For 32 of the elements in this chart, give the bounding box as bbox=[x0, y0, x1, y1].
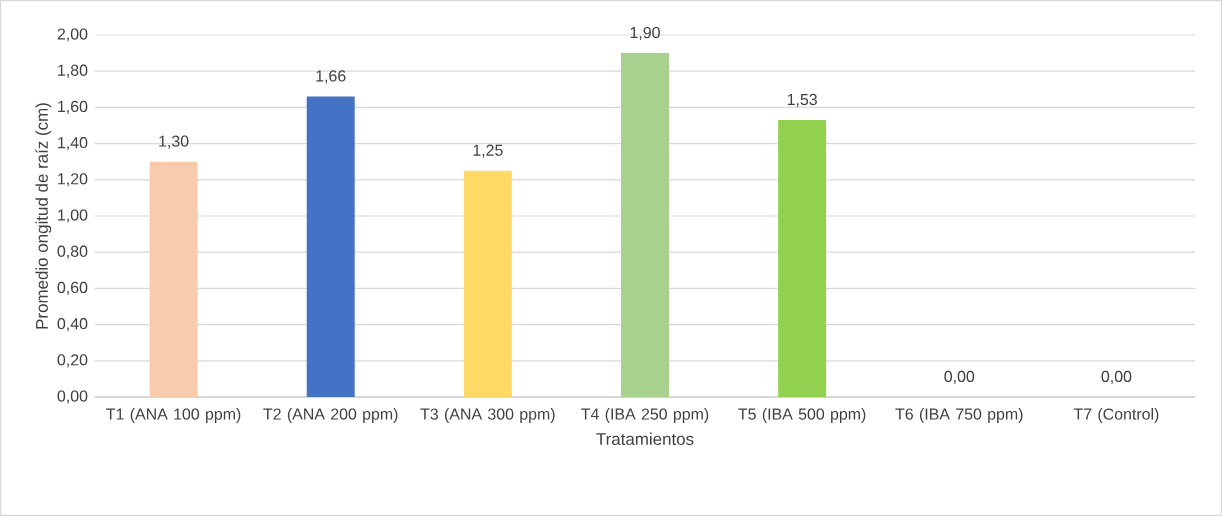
y-tick-label: 0,40 bbox=[57, 318, 88, 332]
data-label: 1,30 bbox=[159, 135, 189, 149]
data-label: 1,66 bbox=[316, 70, 346, 84]
y-tick-label: 1,40 bbox=[58, 137, 88, 151]
y-tick-label: 1,80 bbox=[58, 64, 88, 78]
y-axis-title: Promedio ongitud de raíz (cm) bbox=[35, 103, 52, 329]
x-tick-label: T7 (Control) bbox=[1073, 408, 1159, 423]
x-tick-label: T1 (ANA 100 ppm) bbox=[106, 408, 241, 423]
y-tick-label: 0,20 bbox=[57, 354, 88, 368]
bar bbox=[778, 120, 827, 397]
y-tick-label: 1,20 bbox=[58, 173, 88, 187]
bar bbox=[621, 53, 669, 397]
y-tick-label: 2,00 bbox=[57, 28, 88, 42]
y-tick-label: 0,60 bbox=[57, 281, 88, 295]
x-axis-title: Tratamientos bbox=[596, 432, 694, 446]
data-label: 0,00 bbox=[944, 370, 975, 384]
bar bbox=[306, 96, 355, 397]
x-tick-label: T2 (ANA 200 ppm) bbox=[263, 408, 398, 423]
y-tick-label: 1,00 bbox=[58, 209, 88, 223]
y-tick-label: 1,60 bbox=[58, 100, 88, 114]
bar bbox=[463, 170, 512, 397]
data-label: 1,90 bbox=[630, 26, 660, 41]
data-label: 1,25 bbox=[473, 144, 503, 158]
x-tick-label: T6 (IBA 750 ppm) bbox=[895, 408, 1023, 423]
y-tick-label: 0,80 bbox=[57, 245, 88, 259]
x-tick-label: T5 (IBA 500 ppm) bbox=[738, 408, 866, 423]
data-label: 1,53 bbox=[787, 93, 817, 108]
x-tick-label: T4 (IBA 250 ppm) bbox=[581, 408, 709, 423]
data-label: 0,00 bbox=[1101, 370, 1132, 384]
bar bbox=[149, 161, 198, 397]
y-tick-label: 0,00 bbox=[57, 390, 88, 404]
x-tick-label: T3 (ANA 300 ppm) bbox=[420, 408, 555, 423]
